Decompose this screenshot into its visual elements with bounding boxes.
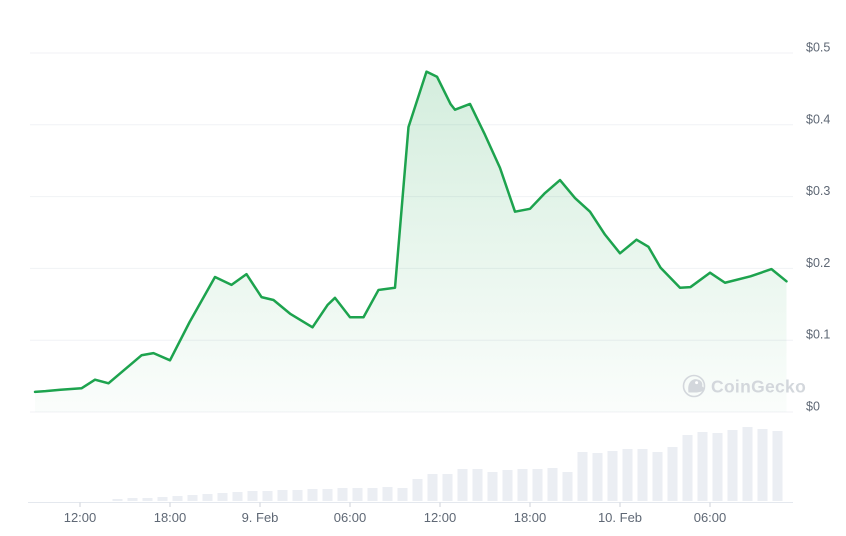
x-axis-label: 12:00 (64, 510, 97, 525)
y-axis-label: $0 (806, 400, 820, 414)
x-axis-label: 10. Feb (598, 510, 642, 525)
volume-bar (757, 429, 768, 501)
coingecko-watermark-text: CoinGecko (711, 377, 806, 397)
coingecko-watermark: CoinGecko (682, 374, 806, 398)
volume-bar (262, 491, 273, 501)
volume-bar (217, 493, 228, 501)
volume-bar (562, 472, 573, 501)
volume-bar (607, 451, 618, 501)
volume-bar (622, 449, 633, 501)
volume-bar (502, 470, 513, 501)
volume-bar (532, 469, 543, 501)
y-axis-label: $0.1 (806, 328, 830, 342)
volume-bar (577, 452, 588, 501)
volume-bar (382, 487, 393, 501)
y-axis-label: $0.5 (806, 41, 830, 55)
x-axis-label: 12:00 (424, 510, 457, 525)
price-series (33, 70, 788, 412)
volume-bar (322, 489, 333, 501)
volume-bar (187, 495, 198, 501)
volume-bar (472, 469, 483, 501)
volume-bar (337, 488, 348, 501)
volume-bar (652, 452, 663, 501)
volume-bar (112, 499, 123, 501)
volume-bar (637, 449, 648, 501)
gecko-face-icon (688, 379, 704, 393)
volume-bar (517, 469, 528, 501)
volume-bar (412, 479, 423, 501)
x-axis-label: 06:00 (334, 510, 367, 525)
volume-bar (772, 431, 783, 501)
volume-bar (427, 474, 438, 501)
coingecko-logo-icon (682, 374, 706, 398)
volume-bar (232, 492, 243, 501)
volume-bar (442, 474, 453, 501)
volume-bar (307, 489, 318, 501)
volume-bar (592, 453, 603, 501)
x-axis-label: 06:00 (694, 510, 727, 525)
price-line (33, 70, 788, 394)
axis-labels: $0.5 $0.4 $0.3 $0.2 $0.1 $0 12:00 18:00 9. Feb 06… (64, 41, 831, 526)
volume-bar (742, 427, 753, 501)
volume-bar (352, 488, 363, 501)
volume-bar (727, 430, 738, 501)
y-axis-label: $0.2 (806, 256, 830, 270)
volume-bar (247, 491, 258, 501)
volume-bar (202, 494, 213, 501)
volume-bar (667, 447, 678, 501)
volume-bar (142, 498, 153, 501)
x-axis-label: 18:00 (154, 510, 187, 525)
y-axis-label: $0.3 (806, 184, 830, 198)
volume-bar (157, 497, 168, 501)
volume-bar (457, 469, 468, 501)
volume-bar (547, 468, 558, 501)
x-axis (28, 502, 793, 507)
gecko-eye-icon (695, 381, 699, 385)
volume-bar (292, 490, 303, 501)
x-axis-label: 18:00 (514, 510, 547, 525)
volume-bar (697, 432, 708, 501)
volume-bar (397, 488, 408, 501)
price-area-fill (35, 71, 787, 412)
volume-bar (277, 490, 288, 501)
volume-bar (682, 435, 693, 501)
y-axis-label: $0.4 (806, 112, 830, 126)
x-axis-label: 9. Feb (242, 510, 279, 525)
volume-bars (112, 427, 783, 501)
volume-bar (172, 496, 183, 501)
volume-bar (487, 472, 498, 501)
volume-bar (367, 488, 378, 501)
volume-bar (712, 433, 723, 501)
volume-bar (127, 498, 138, 501)
